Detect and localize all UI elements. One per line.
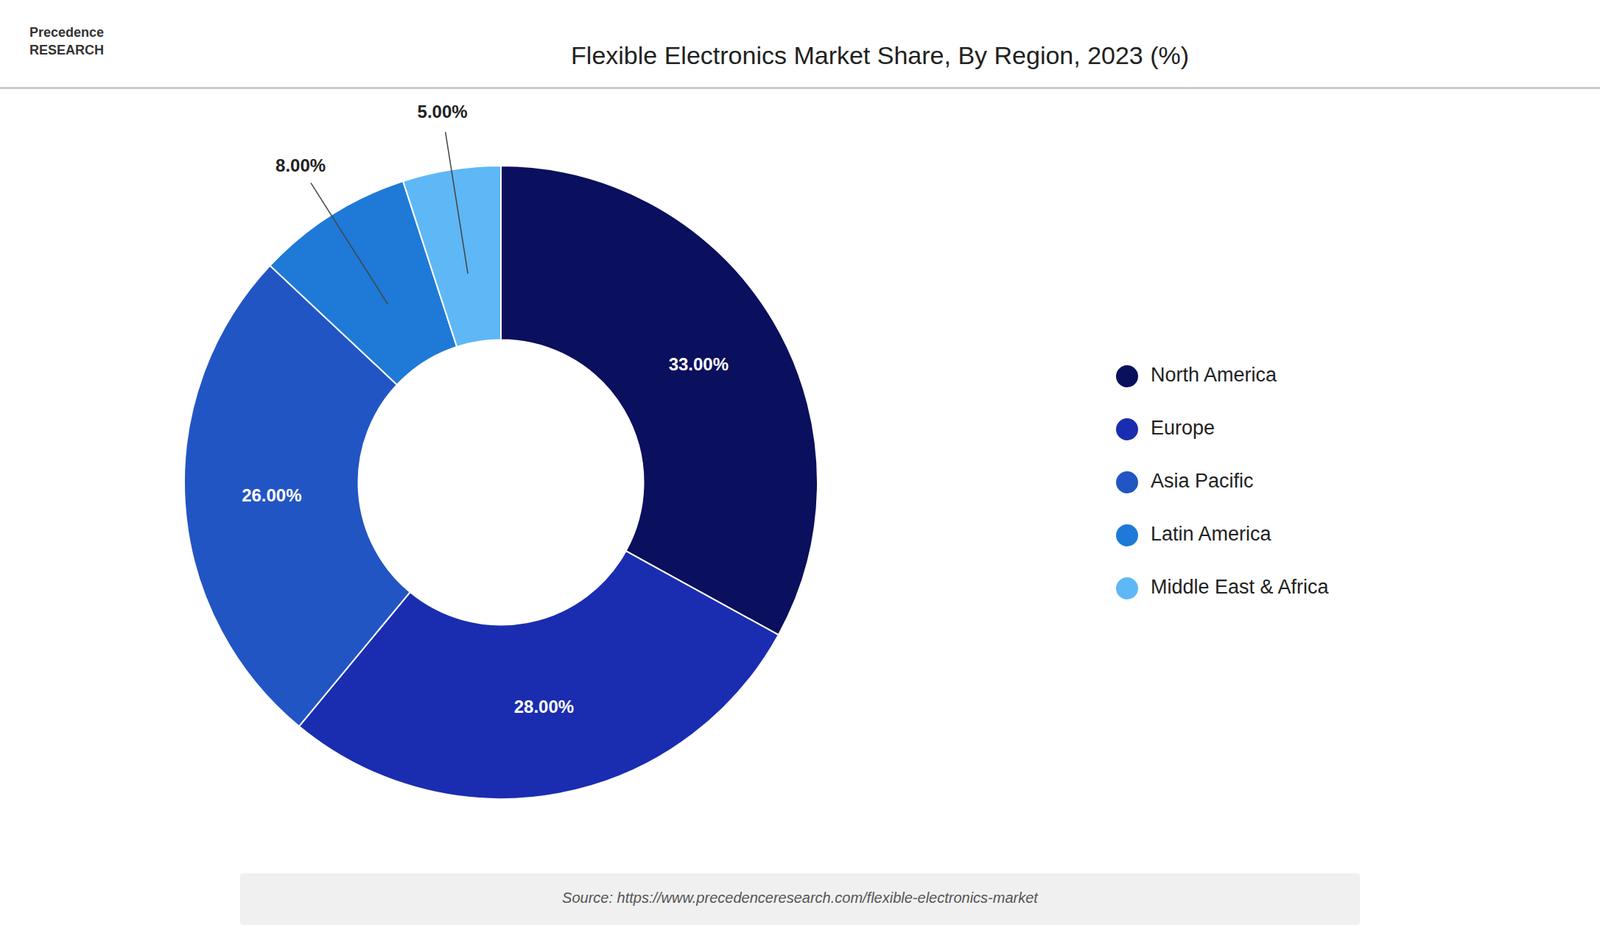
logo-text: Precedence [29,25,104,40]
legend-swatch [1116,524,1139,547]
legend: North America Europe Asia Pacific Latin Ame… [1116,363,1330,600]
legend-swatch [1116,471,1139,494]
legend-label: Latin America [1150,523,1273,546]
data-label: 8.00% [275,155,326,176]
data-labels: 33.00% 28.00% 26.00% 8.00% 5.00% [241,101,729,717]
title-rule [0,86,1600,90]
legend-swatch [1116,365,1139,388]
data-label: 33.00% [668,354,729,375]
chart-root: Flexible Electronics Market Share, By Re… [0,0,1600,947]
logo-text: RESEARCH [29,42,104,58]
legend-label: Asia Pacific [1150,469,1254,493]
legend-label: North America [1150,363,1278,387]
source-text: Source: https://www.precedenceresearch.c… [562,889,1039,907]
background [0,0,1600,947]
legend-label: Middle East & Africa [1150,576,1330,599]
legend-swatch [1116,418,1139,441]
data-label: 26.00% [241,485,302,506]
data-label: 5.00% [417,101,468,122]
donut-slice [402,165,501,347]
legend-label: Europe [1150,416,1215,440]
data-label: 28.00% [514,696,574,717]
donut-slice [500,165,818,635]
title: Flexible Electronics Market Share, By Re… [570,41,1189,70]
chart-svg: Flexible Electronics Market Share, By Re… [0,0,1600,947]
source-box [240,873,1360,926]
leader-line [310,182,388,304]
slices [184,165,818,800]
leader-line [445,131,468,274]
legend-swatch [1116,577,1139,600]
